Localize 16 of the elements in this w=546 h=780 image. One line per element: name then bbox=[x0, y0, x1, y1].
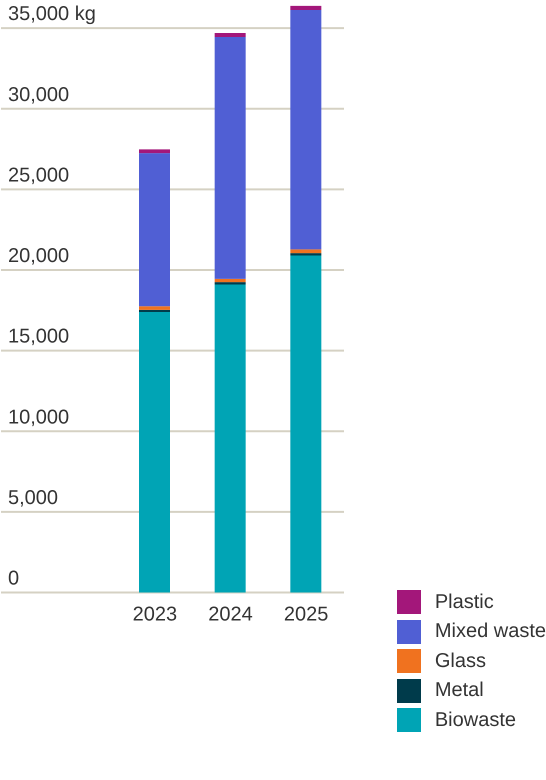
x-tick-label: 2025 bbox=[284, 604, 328, 626]
y-tick-label: 30,000 bbox=[8, 84, 70, 106]
x-tick-label: 2024 bbox=[208, 604, 253, 626]
y-tick-label: 25,000 bbox=[8, 164, 70, 186]
y-tick-label: 10,000 bbox=[8, 406, 70, 428]
legend-label: Mixed waste bbox=[434, 620, 546, 644]
x-tick-label: 2023 bbox=[132, 604, 178, 626]
y-tick-label: 20,000 bbox=[8, 245, 70, 268]
legend-label: Glass bbox=[434, 650, 486, 673]
y-tick-label: 15,000 bbox=[8, 326, 70, 348]
y-tick-label: 35,000 kg bbox=[8, 3, 96, 26]
y-tick-label: 5,000 bbox=[8, 486, 58, 509]
legend-label: Plastic bbox=[434, 590, 494, 614]
y-tick-label: 0 bbox=[8, 568, 20, 590]
legend-label: Biowaste bbox=[434, 708, 516, 732]
legend-label: Metal bbox=[434, 679, 484, 702]
